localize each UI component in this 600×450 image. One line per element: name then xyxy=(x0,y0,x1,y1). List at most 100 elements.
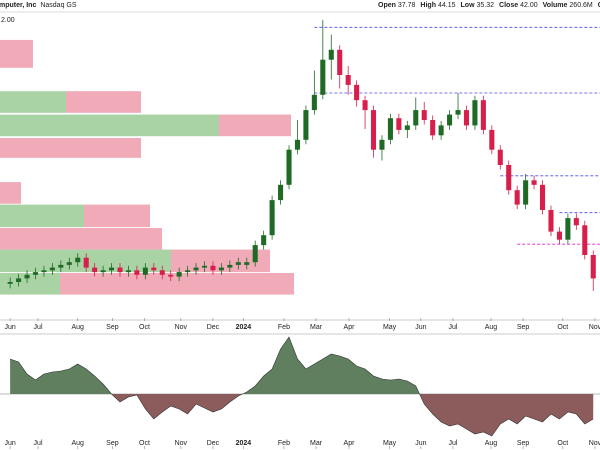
candle-body xyxy=(16,278,22,282)
candle-body xyxy=(565,218,571,240)
x-tick-label: Jul xyxy=(448,324,457,331)
candle-body xyxy=(489,129,495,150)
candle-body xyxy=(92,267,98,273)
x-tick-label: Jun xyxy=(4,324,15,331)
candle-body xyxy=(337,49,343,75)
candle-body xyxy=(540,184,546,210)
candle-body xyxy=(523,180,529,205)
candle-body xyxy=(244,262,250,265)
candle-body xyxy=(370,110,377,150)
candle-body xyxy=(261,235,267,246)
candle-body xyxy=(497,149,503,165)
candle-body xyxy=(24,274,30,279)
vbp-down xyxy=(0,182,21,204)
candle-body xyxy=(117,267,123,273)
candle-body xyxy=(210,265,216,271)
x-tick-label: Jul xyxy=(34,324,43,331)
candle-body xyxy=(590,255,596,279)
x-tick-label: May xyxy=(383,324,397,331)
candle-body xyxy=(303,110,309,140)
candle-body xyxy=(447,114,453,126)
quote-value: 42.00 xyxy=(520,2,538,9)
candle-body xyxy=(269,200,275,236)
area-negative xyxy=(10,394,594,436)
candle-body xyxy=(311,94,317,111)
x-tick-label: Oct xyxy=(557,440,568,447)
candle-body xyxy=(201,265,208,268)
candle-body xyxy=(362,100,368,111)
x-tick-label: Nov xyxy=(175,440,188,447)
quote-label: Close xyxy=(499,2,518,9)
x-tick-label: Aug xyxy=(72,440,85,447)
candle-body xyxy=(193,267,199,271)
candle-body xyxy=(404,125,410,130)
price-tag: 2.00 xyxy=(1,17,15,24)
candle-body xyxy=(49,267,55,271)
vbp-down xyxy=(0,228,162,250)
candle-body xyxy=(573,218,579,226)
candle-body xyxy=(294,139,300,150)
candle-body xyxy=(168,274,174,277)
volume-by-price xyxy=(0,39,294,295)
candle-body xyxy=(379,139,385,150)
candle-body xyxy=(556,231,562,240)
x-tick-label: Apr xyxy=(344,440,356,447)
candle-body xyxy=(7,282,13,284)
quote-value: 44.15 xyxy=(438,2,456,9)
x-tick-label: Nov xyxy=(175,324,188,331)
candle-body xyxy=(354,84,360,101)
quote-value: 37.78 xyxy=(398,2,416,9)
quote-value: 35.32 xyxy=(477,2,495,9)
x-tick-label: Sep xyxy=(106,440,119,447)
x-tick-label: Jul xyxy=(34,440,43,447)
candle-body xyxy=(463,110,470,126)
vbp-up xyxy=(0,204,84,228)
candle-body xyxy=(227,264,233,268)
candle-body xyxy=(185,270,191,273)
candle-body xyxy=(151,267,157,271)
candle-body xyxy=(83,257,89,268)
vbp-up xyxy=(0,91,66,113)
company: mputer, Inc xyxy=(0,2,36,9)
candle-body xyxy=(421,110,427,120)
x-tick-label: Jun xyxy=(4,440,15,447)
candle-body xyxy=(387,118,393,140)
x-tick-label: Sep xyxy=(517,324,530,331)
x-tick-label: Aug xyxy=(485,324,498,331)
vbp-down xyxy=(0,39,33,68)
vbp-down xyxy=(0,138,141,158)
candle-body xyxy=(531,180,537,185)
candle-body xyxy=(142,267,148,275)
x-tick-label: 2024 xyxy=(236,324,252,331)
area-positive xyxy=(10,337,594,394)
candle-body xyxy=(159,270,165,275)
x-tick-label: Oct xyxy=(557,324,568,331)
vbp-down xyxy=(66,91,141,113)
candle-body xyxy=(32,272,39,275)
x-tick-label: Aug xyxy=(485,440,498,447)
candle-body xyxy=(472,100,478,126)
candle-body xyxy=(430,120,436,136)
x-tick-label: May xyxy=(383,440,397,447)
x-tick-label: Sep xyxy=(517,440,530,447)
quote-value: 260.6M xyxy=(569,2,593,9)
candle-body xyxy=(328,49,334,60)
candle-body xyxy=(345,75,351,85)
candle-body xyxy=(41,270,47,273)
quote-label: High xyxy=(420,2,436,9)
candle-body xyxy=(75,257,81,263)
area-line xyxy=(10,336,594,437)
candle-body xyxy=(252,245,258,263)
candle-body xyxy=(66,262,72,265)
quote-label: Volume xyxy=(543,2,568,9)
x-tick-label: Dec xyxy=(207,440,220,447)
candle-body xyxy=(176,272,182,277)
x-tick-label: Oct xyxy=(139,440,150,447)
plot: 2.00 Jun Jul Aug Sep Oct Nov Dec 2024 Feb Mar Apr Ma… xyxy=(1,17,600,449)
candle-body xyxy=(582,225,588,255)
candle-body xyxy=(480,100,486,130)
vbp-up xyxy=(0,114,219,137)
candle-body xyxy=(218,267,224,271)
exchange: Nasdaq GS xyxy=(40,2,77,9)
